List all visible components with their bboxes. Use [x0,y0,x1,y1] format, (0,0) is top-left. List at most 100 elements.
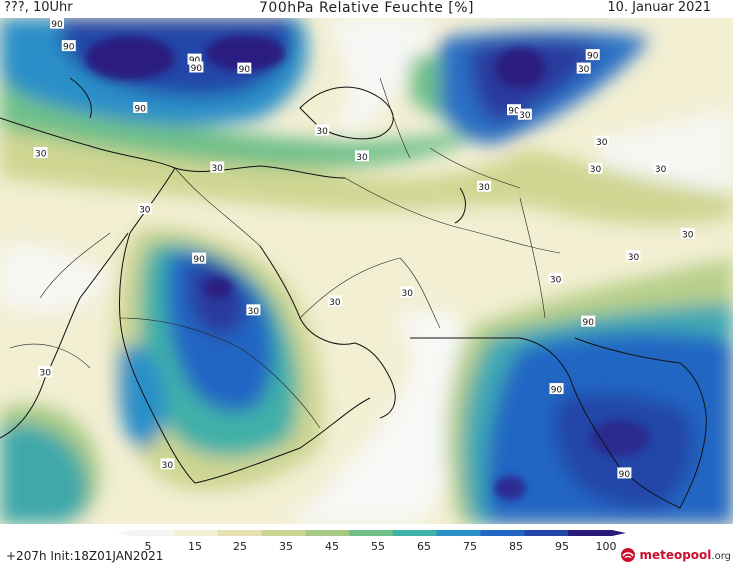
contour-label-bg [237,62,252,74]
colorbar-tick-labels: 5 15 25 35 45 55 65 75 85 95 100 [145,540,617,553]
contour-label-text: 90 [619,470,631,480]
contour-label-bg [61,40,76,52]
contour-label: 30 [653,162,668,175]
colorbar-tick: 95 [555,540,569,553]
contour-label-text: 30 [401,289,413,299]
contour-label: 30 [477,180,492,193]
contour-label-text: 90 [191,64,203,74]
contour-label-text: 30 [316,127,328,137]
contour-label: 30 [38,366,53,379]
colorbar-cell [305,530,350,536]
contour-label: 30 [400,286,415,299]
contour-label-bg [594,135,609,147]
contour-label: 30 [680,227,695,240]
contour-label: 90 [192,252,207,265]
colorbar-tick: 65 [417,540,431,553]
contour-label-bg [327,295,342,307]
contour-label-text: 30 [35,149,47,159]
colorbar-cell [130,530,175,536]
contour-label-text: 30 [519,111,531,121]
contour-label: 90 [617,467,632,480]
contour-label-bg [585,49,600,61]
contour-label-bg [354,150,369,162]
colorbar-tick: 45 [325,540,339,553]
colorbar-cells [116,530,626,536]
humidity-core-layer [85,35,650,500]
contour-label: 90 [187,53,202,66]
contour-label-bg [576,62,591,74]
contour-label-text: 30 [655,165,667,175]
colorbar-left-arrow [116,530,130,536]
logo-brand: meteopool [639,548,712,562]
contour-label-text: 30 [139,206,151,216]
contour-label: 90 [133,101,148,114]
contour-label-text: 30 [628,253,640,263]
contour-label: 90 [507,104,522,117]
contour-label-text: 90 [239,65,251,75]
contour-label-bg [137,203,152,215]
contour-label-text: 90 [63,43,75,53]
colorbar-tick: 5 [145,540,152,553]
contour-label: 30 [315,124,330,137]
contour-label-bg [617,467,632,479]
contour-label-text: 90 [587,52,599,62]
logo-text: meteopool.org [639,548,731,562]
coastlines [0,77,707,509]
contour-label-bg [187,53,202,65]
contour-label: 30 [354,150,369,163]
forecast-time-label: ???, 10Uhr [4,0,73,15]
colorbar-tick: 15 [188,540,202,553]
logo-suffix: .org [711,551,731,562]
contour-label-text: 90 [582,318,594,328]
contour-label-bg [549,383,564,395]
map-title: 700hPa Relative Feuchte [%] [259,0,474,16]
colorbar-right-arrow [612,530,626,536]
contour-label-bg [548,272,563,284]
contour-label-text: 30 [329,298,341,308]
colorbar-tick: 100 [596,540,617,553]
contour-label-text: 30 [356,153,368,163]
contour-label-bg [315,124,330,136]
colorbar-tick: 85 [509,540,523,553]
colorbar: 5 15 25 35 45 55 65 75 85 95 100 [116,530,626,553]
logo-globe-icon [621,548,636,562]
colorbar-cell [568,530,613,536]
contour-label: 30 [33,146,48,159]
colorbar-cell [480,530,525,536]
colorbar-cell [173,530,219,536]
contour-label-text: 30 [578,65,590,75]
contour-label-bg [517,108,532,120]
contour-label: 30 [137,203,152,216]
contour-label-bg [680,227,695,239]
contour-label-text: 90 [508,107,520,117]
contour-label-text: 30 [478,183,490,193]
contour-label: 90 [61,40,76,53]
contour-label-bg [38,366,53,378]
contour-label-text: 90 [189,56,201,66]
colorbar-cell [217,530,262,536]
contour-label-text: 30 [550,275,562,285]
contour-label: 30 [160,458,175,471]
contour-label-bg [400,286,415,298]
contour-label: 90 [549,383,564,396]
contour-label: 30 [327,295,342,308]
contour-label-bg [210,161,225,173]
contour-label-text: 90 [51,20,63,30]
contour-label-text: 30 [211,164,223,174]
contour-label: 90 [237,62,252,75]
contour-label-bg [507,104,522,116]
colorbar-tick: 35 [279,540,293,553]
colorbar-cell [349,530,394,536]
contour-label-text: 30 [596,138,608,148]
contour-label-bg [581,315,596,327]
run-info: +207h Init:18Z01JAN2021 [6,549,164,563]
contour-label-text: 90 [135,104,147,114]
contour-label-text: 30 [248,307,260,317]
contour-label: 30 [626,250,641,263]
contour-label-bg [653,162,668,174]
contour-label-bg [50,18,65,29]
colorbar-cell [524,530,569,536]
meteopool-logo: meteopool.org [620,545,731,565]
contour-label: 90 [50,18,65,30]
contour-label-bg [588,162,603,174]
